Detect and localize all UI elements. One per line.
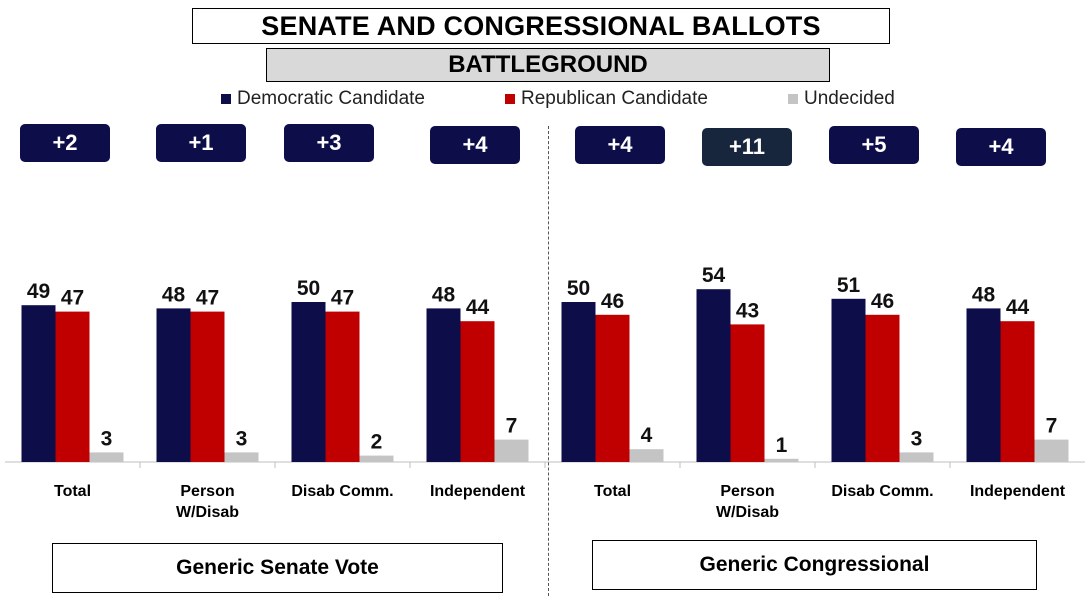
legend-item-undecided: Undecided	[788, 88, 895, 110]
bar-undecided	[899, 452, 934, 462]
spread-badge-congress-person-wdisab: +11	[702, 128, 792, 166]
bar-republican	[865, 314, 900, 462]
bar-undecided	[629, 449, 664, 462]
bar-undecided	[494, 439, 529, 462]
bar-republican	[325, 311, 360, 462]
data-label-undecided: 7	[1046, 415, 1058, 438]
category-label: Independent	[970, 483, 1066, 500]
category-label: Total	[594, 483, 631, 500]
spread-badge-congress-total: +4	[575, 126, 665, 164]
bar-undecided	[1034, 439, 1069, 462]
category-label: W/Disab	[176, 504, 239, 521]
bar-democratic	[561, 302, 596, 462]
category-label: Person	[180, 483, 234, 500]
bar-democratic	[966, 308, 1001, 462]
spread-badge-senate-disab-comm: +3	[284, 124, 374, 162]
bar-democratic	[696, 289, 731, 462]
chart-subtitle: BATTLEGROUND	[266, 48, 830, 82]
bar-undecided	[89, 452, 124, 462]
data-label-undecided: 1	[776, 434, 788, 457]
spread-badge-senate-person-wdisab: +1	[156, 124, 246, 162]
data-label-undecided: 4	[641, 424, 653, 447]
legend-swatch-undecided	[788, 94, 798, 104]
data-label-undecided: 3	[236, 427, 248, 450]
bar-democratic	[831, 298, 866, 462]
legend-label-democratic: Democratic Candidate	[237, 88, 425, 109]
data-label-republican: 47	[331, 287, 354, 310]
legend-label-republican: Republican Candidate	[521, 88, 708, 109]
data-label-republican: 46	[871, 290, 894, 313]
data-label-democratic: 51	[837, 274, 861, 297]
category-label: Disab Comm.	[831, 483, 933, 500]
data-label-undecided: 7	[506, 415, 518, 438]
spread-badge-congress-independent: +4	[956, 128, 1046, 166]
bar-undecided	[764, 458, 799, 462]
legend-swatch-democratic	[221, 94, 231, 104]
category-label: Total	[54, 483, 91, 500]
spread-badge-congress-disab-comm: +5	[829, 126, 919, 164]
data-label-republican: 46	[601, 290, 624, 313]
data-label-undecided: 3	[911, 427, 923, 450]
category-label: W/Disab	[716, 504, 779, 521]
bar-republican	[1000, 321, 1035, 462]
bar-undecided	[359, 455, 394, 462]
bar-democratic	[156, 308, 191, 462]
data-label-republican: 47	[61, 287, 84, 310]
data-label-democratic: 54	[702, 264, 726, 287]
bar-republican	[55, 311, 90, 462]
category-label: Independent	[430, 483, 526, 500]
chart-title: SENATE AND CONGRESSIONAL BALLOTS	[192, 8, 890, 44]
section-divider	[548, 126, 549, 596]
spread-badge-senate-independent: +4	[430, 126, 520, 164]
legend-swatch-republican	[505, 94, 515, 104]
category-label: Person	[720, 483, 774, 500]
bar-republican	[730, 324, 765, 462]
data-label-republican: 47	[196, 287, 219, 310]
data-label-republican: 44	[1006, 296, 1030, 319]
section-label-congressional: Generic Congressional	[592, 540, 1037, 590]
category-label: Disab Comm.	[291, 483, 393, 500]
bar-democratic	[291, 302, 326, 462]
bar-republican	[190, 311, 225, 462]
data-label-democratic: 50	[567, 277, 590, 300]
section-label-senate: Generic Senate Vote	[52, 543, 503, 593]
data-label-democratic: 48	[432, 283, 456, 306]
spread-badge-senate-total: +2	[20, 124, 110, 162]
data-label-democratic: 50	[297, 277, 320, 300]
data-label-democratic: 48	[972, 283, 996, 306]
data-label-undecided: 3	[101, 427, 113, 450]
legend-item-republican: Republican Candidate	[505, 88, 708, 110]
bar-democratic	[21, 305, 56, 462]
data-label-democratic: 49	[27, 280, 50, 303]
bar-republican	[595, 314, 630, 462]
legend-item-democratic: Democratic Candidate	[221, 88, 425, 110]
legend: Democratic Candidate Republican Candidat…	[0, 88, 1085, 112]
bar-undecided	[224, 452, 259, 462]
bar-democratic	[426, 308, 461, 462]
data-label-republican: 44	[466, 296, 490, 319]
data-label-democratic: 48	[162, 283, 186, 306]
legend-label-undecided: Undecided	[804, 88, 895, 109]
data-label-republican: 43	[736, 299, 759, 322]
bar-republican	[460, 321, 495, 462]
data-label-undecided: 2	[371, 431, 383, 454]
